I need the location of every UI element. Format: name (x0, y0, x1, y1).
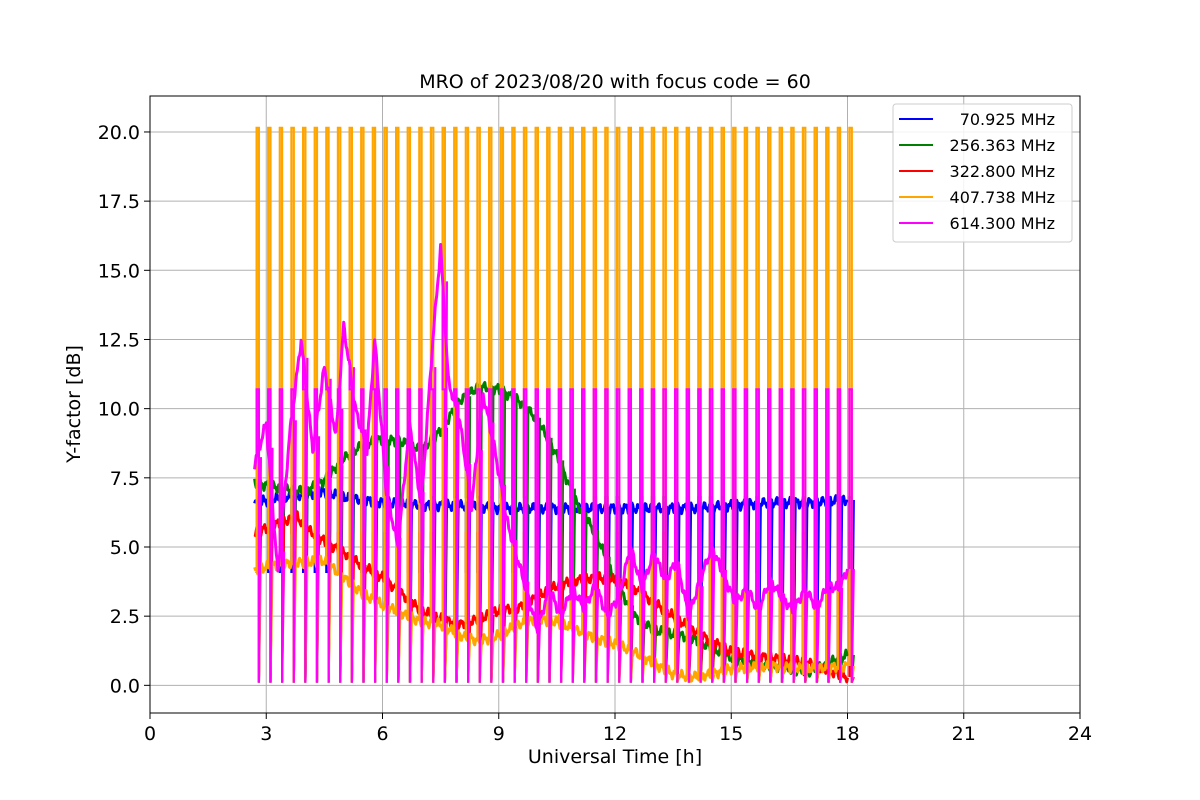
y-tick-label: 7.5 (110, 468, 140, 490)
series-614-300-spike (790, 388, 797, 683)
series-614-300-spike (499, 388, 507, 683)
legend-label-407-738: 407.738 MHz (950, 188, 1055, 207)
series-614-300-spike (395, 388, 402, 683)
series-614-300-spike (569, 388, 576, 683)
y-ticks: 0.0 2.5 5.0 7.5 10.0 12.5 15.0 17.5 20.0 (98, 122, 150, 697)
chart-title: MRO of 2023/08/20 with focus code = 60 (419, 71, 811, 93)
series-614-300-spike (278, 388, 286, 683)
y-tick-label: 5.0 (110, 537, 140, 559)
series-614-300-spike (441, 281, 448, 683)
series-614-300-spike (836, 388, 844, 683)
series-614-300-spike (464, 388, 472, 683)
y-tick-label: 10.0 (98, 399, 140, 421)
series-614-300-spike (453, 388, 460, 683)
series-614-300-spike (708, 388, 716, 683)
y-tick-label: 12.5 (98, 329, 140, 351)
legend-label-70-925: 70.925 MHz (960, 110, 1055, 129)
series-614-300-spike (302, 357, 309, 683)
series-614-300-spike (336, 388, 344, 683)
series-614-300-spike (767, 388, 774, 683)
series-614-300-spike (418, 388, 425, 683)
legend-label-256-363: 256.363 MHz (950, 136, 1055, 155)
series-614-300-spike (429, 367, 437, 683)
series-614-300-spike (290, 388, 297, 683)
series-614-300-spike (360, 388, 367, 683)
plot-series (253, 126, 855, 684)
series-614-300-spike (778, 388, 786, 683)
x-tick-label: 0 (144, 723, 156, 745)
y-tick-label: 0.0 (110, 675, 140, 697)
series-614-300-spike (476, 388, 483, 683)
series-614-300-spike (720, 388, 727, 683)
legend-label-322-800: 322.800 MHz (950, 162, 1055, 181)
series-614-300-spike (674, 388, 681, 683)
x-tick-label: 24 (1068, 723, 1092, 745)
series-614-300-spike (604, 388, 611, 683)
x-tick-label: 12 (603, 723, 627, 745)
series-614-300-spike (557, 388, 565, 683)
series-614-300-spike (371, 367, 379, 683)
series-614-300-spike (685, 388, 693, 683)
series-614-300-spike (348, 367, 355, 683)
x-tick-label: 15 (719, 723, 743, 745)
series-614-300-spike (406, 388, 414, 683)
y-axis-label: Y-factor [dB] (63, 345, 85, 464)
series-614-300-spike (581, 388, 588, 683)
series-614-300-spike (813, 388, 820, 683)
series-614-300-spike (615, 388, 623, 683)
series-614-300-spike (639, 388, 646, 683)
x-axis-label: Universal Time [h] (528, 746, 702, 768)
y-tick-label: 2.5 (110, 606, 140, 628)
series-614-300-spike (546, 388, 553, 683)
y-tick-label: 17.5 (98, 191, 140, 213)
series-614-300-spike (755, 388, 762, 683)
x-ticks: 0 3 6 9 12 15 18 21 24 (144, 713, 1092, 745)
legend-box (892, 103, 1073, 243)
series-614-300-spike (488, 388, 495, 683)
series-614-300-spike (732, 388, 739, 683)
legend: 70.925 MHz 256.363 MHz 322.800 MHz 407.738 … (892, 103, 1073, 243)
series-614-300-spike (522, 388, 530, 683)
series-614-300-spike (662, 388, 669, 683)
x-tick-label: 9 (493, 723, 505, 745)
series-614-300-spike (650, 388, 658, 683)
series-614-300-spike (534, 388, 541, 683)
series-614-300-spike (825, 388, 832, 683)
series-614-300-spike (848, 388, 855, 683)
x-tick-label: 6 (376, 723, 388, 745)
series-614-300-spike (255, 388, 262, 683)
x-tick-label: 3 (260, 723, 272, 745)
x-tick-label: 21 (952, 723, 976, 745)
series-614-300-spike (743, 388, 751, 683)
y-tick-label: 15.0 (98, 260, 140, 282)
series-614-300-spike (383, 388, 390, 683)
y-tick-label: 20.0 (98, 122, 140, 144)
series-614-300-spike (267, 388, 274, 683)
legend-label-614-300: 614.300 MHz (950, 214, 1055, 233)
series-614-300-spike (511, 388, 518, 683)
series-614-300-spike (627, 388, 634, 683)
series-614-300-spike (697, 388, 704, 683)
series-614-300-spike (801, 388, 809, 683)
series-614-300-spike (592, 388, 600, 683)
series-614-300-spike (313, 388, 321, 683)
x-tick-label: 18 (835, 723, 859, 745)
series-614-300-spike (325, 378, 332, 683)
